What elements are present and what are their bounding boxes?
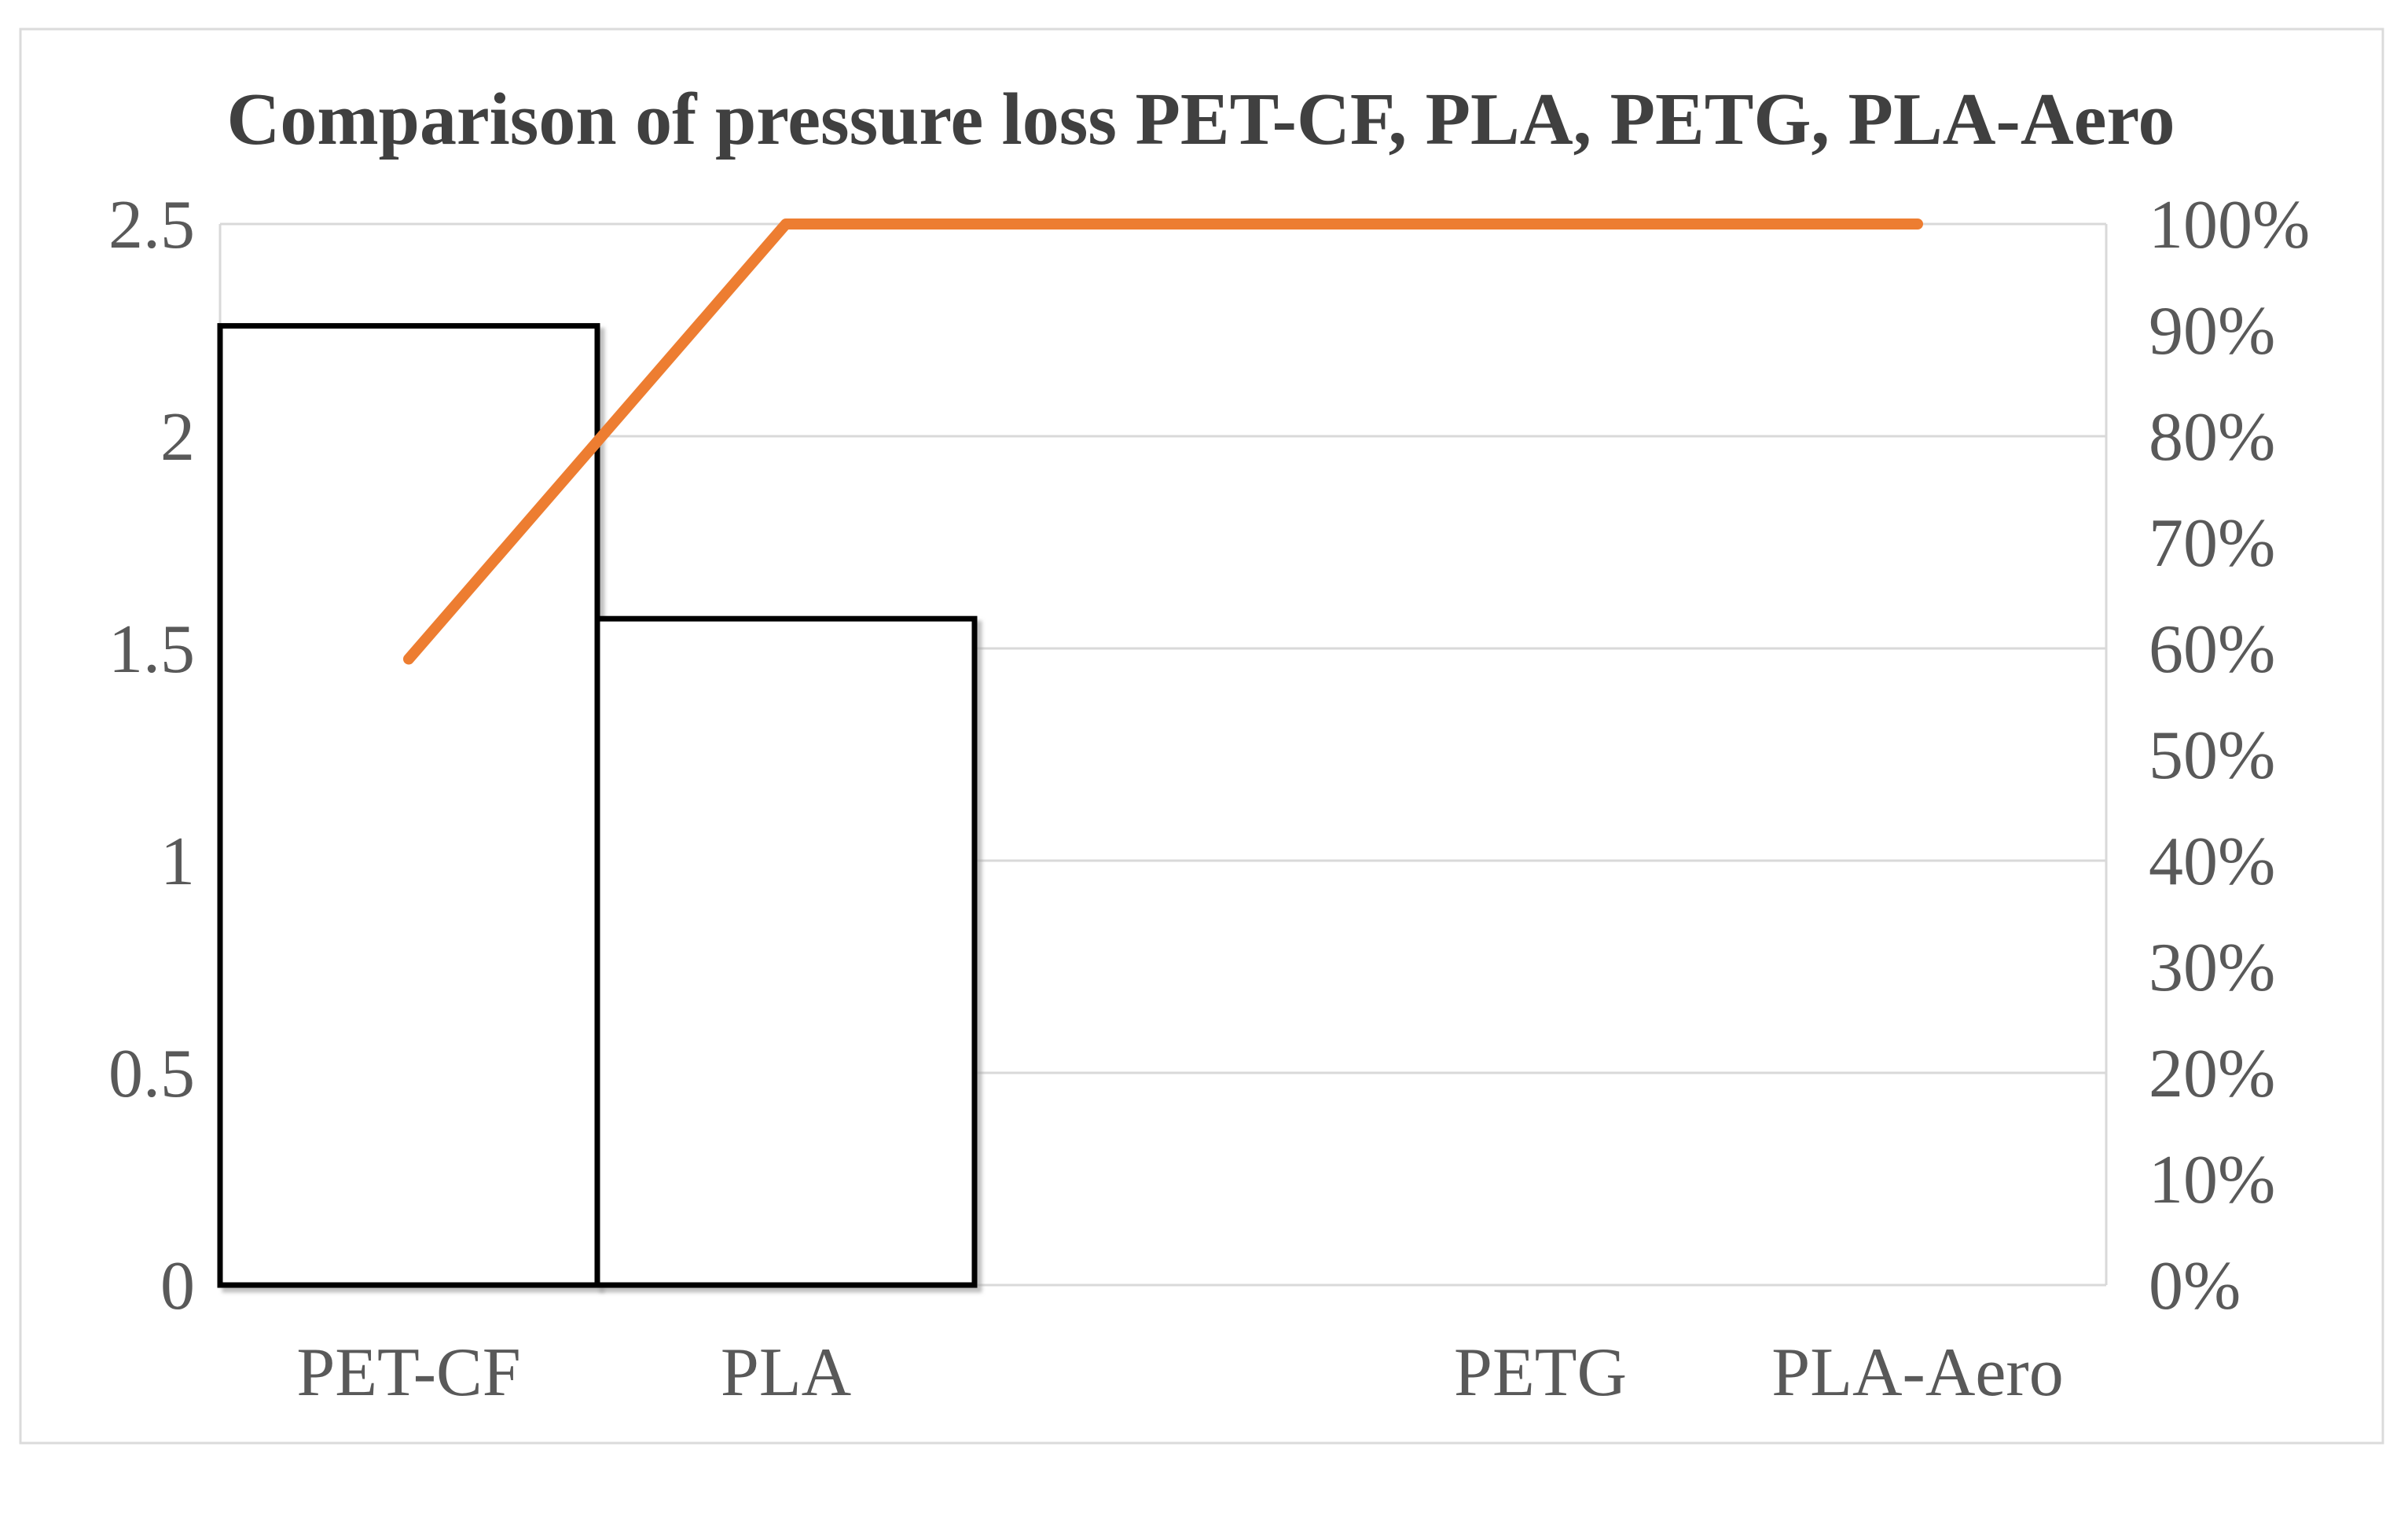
cumulative-line-series (403, 219, 1923, 665)
left-axis-label: 2.5 (108, 187, 195, 263)
category-axis-labels: PET-CF PLA PETG PLA-Aero (296, 1335, 2063, 1411)
left-axis-label: 1.5 (108, 611, 195, 688)
right-axis-label: 80% (2149, 399, 2275, 476)
category-label-PLA: PLA (721, 1335, 851, 1411)
right-axis-label: 0% (2149, 1248, 2241, 1324)
right-axis-label: 50% (2149, 718, 2275, 794)
right-axis-label: 10% (2149, 1142, 2275, 1218)
bar-PET-CF (217, 323, 600, 1288)
figure-border (19, 28, 2384, 1445)
left-axis-label: 0.5 (108, 1036, 195, 1112)
right-axis-label: 30% (2149, 930, 2275, 1006)
category-label-PET-CF: PET-CF (296, 1335, 520, 1411)
right-axis-tick-labels: 100% 90% 80% 70% 60% 50% 40% 30% 20% 10% 0% (2149, 187, 2310, 1324)
left-axis-label: 0 (160, 1248, 195, 1324)
right-axis-label: 100% (2149, 187, 2310, 263)
right-axis-label: 70% (2149, 505, 2275, 582)
right-axis-label: 60% (2149, 611, 2275, 688)
chart-title: Comparison of pressure loss PET-CF, PLA,… (227, 79, 2175, 160)
right-axis-label: 90% (2149, 293, 2275, 369)
left-axis-label: 1 (160, 824, 195, 900)
left-axis-label: 2 (160, 399, 195, 476)
cumulative-percentage-line (403, 219, 1923, 665)
left-axis-tick-labels: 2.5 2 1.5 1 0.5 0 (108, 187, 195, 1324)
bar-series (217, 323, 978, 1288)
bar-PLA (594, 615, 978, 1288)
category-label-PLA-Aero: PLA-Aero (1771, 1335, 2063, 1411)
category-label-PETG: PETG (1454, 1335, 1627, 1411)
right-axis-label: 20% (2149, 1036, 2275, 1112)
right-axis-label: 40% (2149, 824, 2275, 900)
